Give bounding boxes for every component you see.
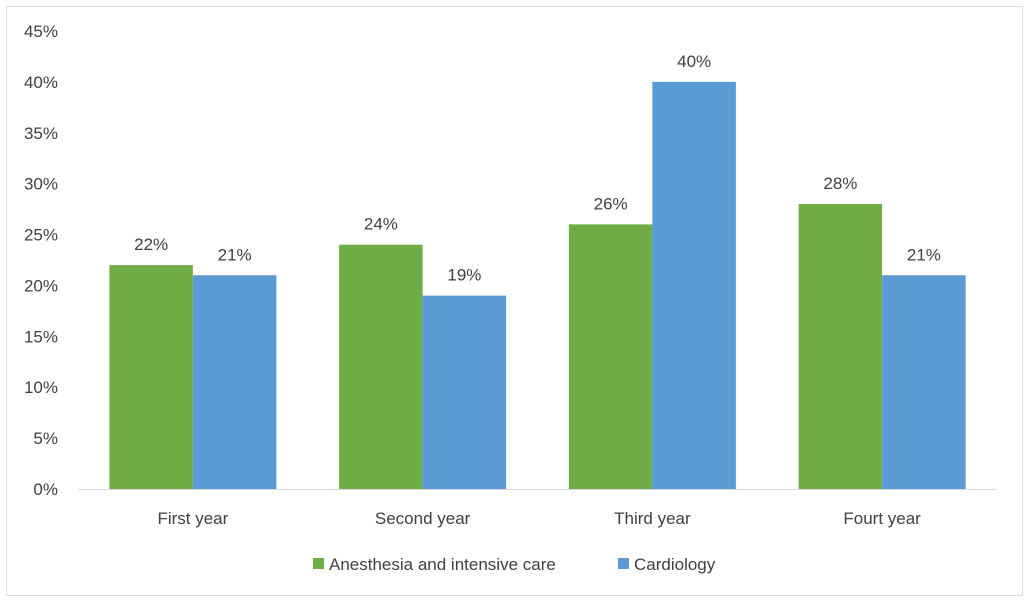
x-tick-label: Second year <box>375 509 471 528</box>
bar <box>422 295 507 489</box>
bar <box>192 275 277 489</box>
data-label: 22% <box>134 235 168 254</box>
y-tick-label: 35% <box>24 124 58 143</box>
y-tick-label: 5% <box>33 429 58 448</box>
bar <box>882 275 966 489</box>
y-tick-label: 20% <box>24 276 58 295</box>
legend-swatch <box>618 558 629 569</box>
y-tick-label: 30% <box>24 175 58 194</box>
bar <box>652 81 736 489</box>
data-label: 21% <box>218 245 252 264</box>
y-tick-label: 10% <box>24 378 58 397</box>
y-tick-label: 25% <box>24 226 58 245</box>
data-labels-group: 22% 21% 24% 19% 26% 40% 28% 21% <box>134 52 941 285</box>
legend: Anesthesia and intensive care Cardiology <box>313 555 716 574</box>
data-label: 24% <box>364 215 398 234</box>
y-tick-label: 15% <box>24 327 58 346</box>
x-tick-label: Fourt year <box>843 509 921 528</box>
x-axis: First year Second year Third year Fourt yea… <box>78 489 997 528</box>
legend-swatch <box>313 558 324 569</box>
bar <box>339 244 423 489</box>
bar <box>798 204 883 489</box>
y-tick-label: 0% <box>33 480 58 499</box>
data-label: 26% <box>594 194 628 213</box>
x-tick-label: First year <box>157 509 228 528</box>
y-axis: 0% 5% 10% 15% 20% 25% 30% 35% 40% 45% <box>24 22 58 499</box>
data-label: 19% <box>447 266 481 285</box>
bar <box>568 224 653 489</box>
legend-label: Anesthesia and intensive care <box>329 555 556 574</box>
x-tick-label: Third year <box>614 509 691 528</box>
legend-label: Cardiology <box>634 555 716 574</box>
y-tick-label: 40% <box>24 73 58 92</box>
bars-group <box>109 81 966 489</box>
data-label: 21% <box>907 245 941 264</box>
data-label: 28% <box>823 174 857 193</box>
y-tick-label: 45% <box>24 22 58 41</box>
bar <box>109 265 193 489</box>
data-label: 40% <box>677 52 711 71</box>
